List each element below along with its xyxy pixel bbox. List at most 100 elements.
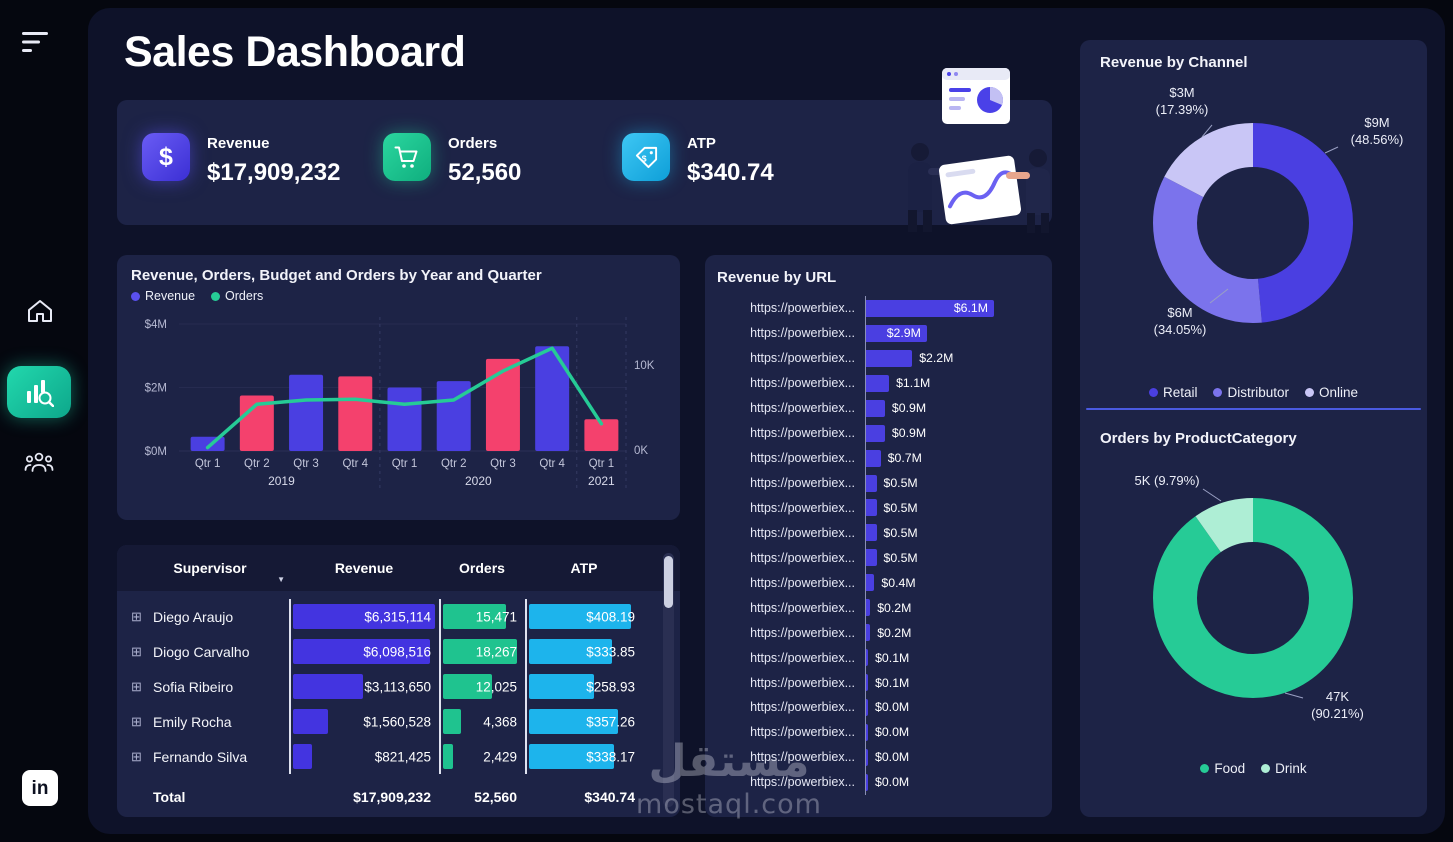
legend-dot bbox=[1261, 764, 1271, 773]
url-bar[interactable] bbox=[866, 524, 877, 542]
url-bar[interactable] bbox=[866, 549, 877, 567]
atp-cell: $258.93 bbox=[525, 669, 643, 704]
revenue-value: $3,113,650 bbox=[364, 679, 431, 694]
atp-cell: $357.26 bbox=[525, 704, 643, 739]
url-bar[interactable] bbox=[866, 424, 885, 442]
url-bar[interactable]: $2.9M bbox=[866, 324, 927, 342]
legend-item-orders[interactable]: Orders bbox=[211, 289, 263, 303]
people-icon[interactable] bbox=[24, 450, 54, 479]
url-bar[interactable]: $6.1M bbox=[866, 299, 994, 317]
url-category-label: https://powerbiex... bbox=[750, 525, 855, 540]
category-legend: Food Drink bbox=[1100, 761, 1407, 776]
column-header-orders[interactable]: Orders bbox=[459, 560, 505, 576]
column-header-supervisor[interactable]: Supervisor ▼ bbox=[131, 560, 289, 584]
revenue-cell: $821,425 bbox=[289, 739, 439, 774]
column-header-atp[interactable]: ATP bbox=[570, 560, 598, 576]
total-atp: $340.74 bbox=[584, 789, 635, 805]
legend-label: Online bbox=[1319, 385, 1359, 400]
legend-label: Revenue bbox=[145, 289, 196, 303]
legend-item-food[interactable]: Food bbox=[1200, 761, 1245, 776]
donut-slice-drink[interactable] bbox=[1153, 498, 1353, 698]
revenue-value: $6,315,114 bbox=[364, 609, 431, 624]
scrollbar-thumb[interactable] bbox=[664, 556, 673, 608]
channel-donut-title: Revenue by Channel bbox=[1100, 54, 1248, 71]
url-bar[interactable] bbox=[866, 599, 871, 617]
url-bar-zone: $0.1M bbox=[865, 670, 1040, 695]
legend-item-retail[interactable]: Retail bbox=[1148, 385, 1197, 400]
donut-slice-distributor[interactable] bbox=[1153, 123, 1353, 323]
donut-slice-food[interactable] bbox=[1153, 498, 1353, 698]
url-value: $0.2M bbox=[877, 600, 912, 615]
url-category-label: https://powerbiex... bbox=[750, 476, 855, 491]
revenue-value: $6,098,516 bbox=[363, 644, 431, 659]
url-bar[interactable] bbox=[866, 698, 868, 716]
legend-item-revenue[interactable]: Revenue bbox=[131, 289, 195, 303]
url-bar-zone: $0.2M bbox=[865, 620, 1040, 646]
expand-icon[interactable]: ⊞ bbox=[131, 748, 142, 764]
url-bar[interactable] bbox=[866, 574, 875, 592]
revenue-bar[interactable] bbox=[387, 387, 422, 452]
expand-icon[interactable]: ⊞ bbox=[131, 678, 142, 694]
revenue-bar[interactable] bbox=[535, 346, 570, 451]
legend-item-distributor[interactable]: Distributor bbox=[1213, 385, 1289, 400]
table-row[interactable]: ⊞ Emily Rocha $1,560,528 4,368 $357.26 bbox=[131, 704, 666, 739]
donut-panels: Revenue by Channel $3M (17.39%) $9M (4 bbox=[1080, 40, 1427, 817]
callout-value: 47K bbox=[1325, 689, 1350, 704]
url-bar[interactable] bbox=[866, 374, 890, 392]
revenue-bar[interactable] bbox=[239, 395, 274, 451]
revenue-bar[interactable] bbox=[338, 376, 373, 451]
orders-value: 15,471 bbox=[475, 609, 517, 624]
column-header-revenue[interactable]: Revenue bbox=[334, 560, 394, 576]
callout-pct: (90.21%) bbox=[1311, 705, 1364, 721]
url-bar[interactable] bbox=[866, 773, 868, 791]
url-bar[interactable] bbox=[866, 349, 913, 367]
url-bar[interactable] bbox=[866, 399, 885, 417]
orders-databar bbox=[443, 744, 453, 769]
sidebar-item-analytics[interactable] bbox=[7, 366, 71, 418]
url-value: $0.0M bbox=[875, 775, 910, 790]
url-bar[interactable] bbox=[866, 723, 868, 741]
revenue-bar[interactable] bbox=[289, 374, 324, 451]
url-bar[interactable] bbox=[866, 624, 871, 642]
revenue-bar[interactable] bbox=[485, 358, 520, 451]
revenue-bar[interactable] bbox=[436, 381, 471, 451]
url-bar[interactable] bbox=[866, 649, 869, 667]
url-bar[interactable] bbox=[866, 474, 877, 492]
table-row[interactable]: ⊞ Diego Araujo $6,315,114 15,471 $408.19 bbox=[131, 599, 666, 634]
x-axis-tick: Qtr 2 bbox=[441, 458, 467, 470]
revenue-databar bbox=[293, 674, 363, 699]
revenue-cell: $6,098,516 bbox=[289, 634, 439, 669]
legend-item-online[interactable]: Online bbox=[1305, 385, 1358, 400]
category-donut-chart bbox=[1153, 498, 1353, 698]
kpi-panel: $ Revenue $17,909,232 Orders 52,560 $ bbox=[117, 68, 1052, 233]
url-value: $0.2M bbox=[877, 625, 912, 640]
url-bar-zone: $0.5M bbox=[865, 545, 1040, 571]
expand-icon[interactable]: ⊞ bbox=[131, 608, 142, 624]
table-row[interactable]: ⊞ Diogo Carvalho $6,098,516 18,267 $333.85 bbox=[131, 634, 666, 669]
url-row: https://powerbiex... $0.7M bbox=[717, 445, 1040, 471]
linkedin-icon[interactable]: in bbox=[22, 770, 58, 806]
url-bar[interactable] bbox=[866, 499, 877, 517]
sort-icon[interactable]: ▼ bbox=[277, 575, 285, 584]
x-axis-tick: Qtr 3 bbox=[490, 458, 516, 470]
url-category-label: https://powerbiex... bbox=[750, 301, 855, 316]
legend-item-drink[interactable]: Drink bbox=[1261, 761, 1307, 776]
expand-icon[interactable]: ⊞ bbox=[131, 713, 142, 729]
donut-slice-online[interactable] bbox=[1153, 123, 1353, 323]
scrollbar-track[interactable] bbox=[663, 553, 674, 807]
total-label: Total bbox=[153, 789, 186, 805]
menu-icon[interactable] bbox=[22, 32, 50, 59]
table-row[interactable]: ⊞ Fernando Silva $821,425 2,429 $338.17 bbox=[131, 739, 666, 774]
url-bar[interactable] bbox=[866, 674, 869, 692]
expand-icon[interactable]: ⊞ bbox=[131, 643, 142, 659]
total-revenue: $17,909,232 bbox=[353, 789, 431, 805]
home-icon[interactable] bbox=[26, 298, 54, 329]
table-row[interactable]: ⊞ Sofia Ribeiro $3,113,650 12,025 $258.93 bbox=[131, 669, 666, 704]
legend-label: Distributor bbox=[1227, 385, 1289, 400]
url-bar[interactable] bbox=[866, 748, 868, 766]
orders-line[interactable] bbox=[205, 346, 604, 450]
url-bar-zone: $0.9M bbox=[865, 420, 1040, 446]
url-category-label: https://powerbiex... bbox=[750, 500, 855, 515]
revenue-bar[interactable] bbox=[584, 419, 619, 451]
url-bar[interactable] bbox=[866, 449, 881, 467]
